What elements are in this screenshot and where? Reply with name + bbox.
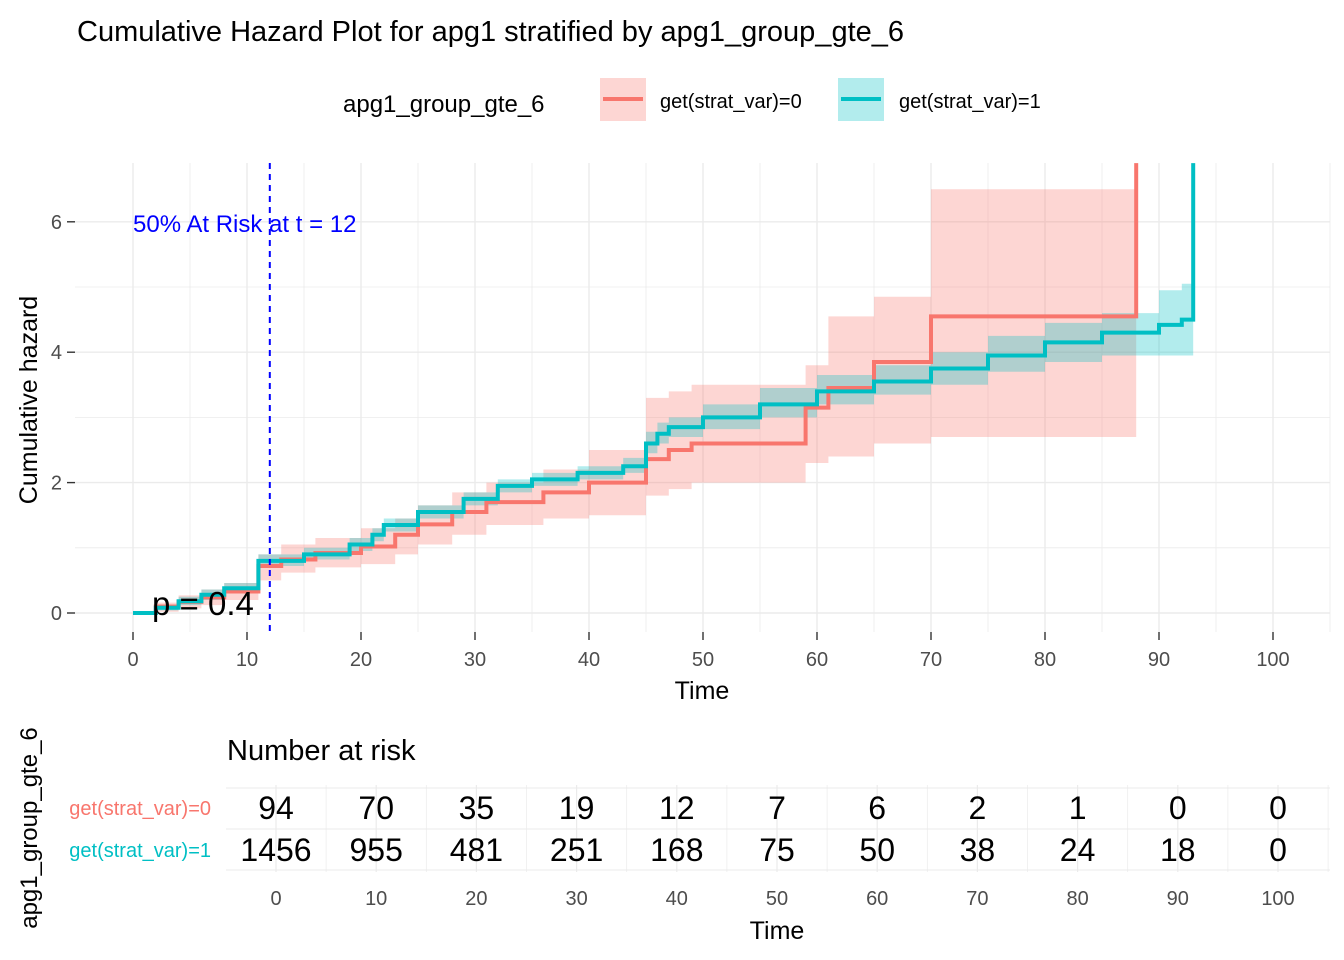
risk-x-tick-label: 100 <box>1261 888 1294 910</box>
y-tick-label: 4 <box>51 342 62 364</box>
legend: apg1_group_gte_6 get(strat_var)=0 get(st… <box>343 78 1041 121</box>
x-axis-label: Time <box>675 677 730 705</box>
hazard-lines <box>133 163 1196 615</box>
legend-entry-0: get(strat_var)=0 <box>600 78 802 121</box>
x-tick-label: 70 <box>920 649 942 671</box>
legend-entry-1: get(strat_var)=1 <box>838 78 1041 121</box>
risk-cell: 18 <box>1160 832 1196 868</box>
risk-cell: 50 <box>859 832 895 868</box>
x-tick-label: 50 <box>692 649 714 671</box>
confidence-band-1 <box>133 283 1194 613</box>
risk-cell: 38 <box>960 832 996 868</box>
x-tick-label: 60 <box>806 649 828 671</box>
confidence-band-0 <box>133 189 1137 613</box>
risk-cell: 24 <box>1060 832 1096 868</box>
x-tick-label: 90 <box>1148 649 1170 671</box>
x-tick-label: 30 <box>464 649 486 671</box>
risk-x-tick-label: 60 <box>866 888 888 910</box>
risk-cell: 251 <box>550 832 603 868</box>
risk-cell: 35 <box>459 790 495 826</box>
risk-x-tick-label: 50 <box>766 888 788 910</box>
x-tick-label: 40 <box>578 649 600 671</box>
risk-x-tick-label: 30 <box>565 888 587 910</box>
y-tick-label: 6 <box>51 212 62 234</box>
risk-cell: 168 <box>650 832 703 868</box>
risk-table-ticks: 0 10 20 30 40 50 60 70 80 90 100 <box>270 888 1294 910</box>
risk-cell: 75 <box>759 832 795 868</box>
y-axis-label: Cumulative hazard <box>15 296 43 504</box>
risk-cell: 1456 <box>240 832 311 868</box>
legend-label-0: get(strat_var)=0 <box>660 91 802 113</box>
risk-cell: 0 <box>1269 790 1287 826</box>
risk-x-tick-label: 40 <box>666 888 688 910</box>
risk-cell: 19 <box>559 790 595 826</box>
confidence-bands <box>133 189 1194 613</box>
risk-cell: 955 <box>350 832 403 868</box>
risk-table-x-label: Time <box>750 917 805 945</box>
risk-x-tick-label: 10 <box>365 888 387 910</box>
x-tick-label: 0 <box>127 649 138 671</box>
risk-table: Number at risk apg1_group_gte_6 get(stra… <box>16 727 1330 945</box>
chart-title: Cumulative Hazard Plot for apg1 stratifi… <box>77 16 904 48</box>
risk-cell: 7 <box>768 790 786 826</box>
x-tick-label: 20 <box>350 649 372 671</box>
risk-table-rows: get(strat_var)=0 94 70 35 19 12 7 6 2 1 0 0 get(stra… <box>69 790 1287 868</box>
x-tick-label: 80 <box>1034 649 1056 671</box>
risk-table-grid <box>226 785 1330 872</box>
risk-cell: 0 <box>1269 832 1287 868</box>
risk-x-tick-label: 90 <box>1167 888 1189 910</box>
hazard-plot: 0 10 20 30 40 50 60 70 80 90 100 0 2 4 6 50% At Risk a… <box>15 163 1331 705</box>
risk-row-label-1: get(strat_var)=1 <box>69 840 211 862</box>
risk-x-tick-label: 0 <box>270 888 281 910</box>
y-tick-label: 2 <box>51 473 62 495</box>
risk-table-title: Number at risk <box>227 735 416 767</box>
legend-title: apg1_group_gte_6 <box>343 91 545 118</box>
axis-ticks: 0 10 20 30 40 50 60 70 80 90 100 0 2 4 6 <box>51 212 1290 671</box>
x-tick-label: 10 <box>236 649 258 671</box>
hazard-line-1 <box>133 163 1196 615</box>
risk-x-tick-label: 80 <box>1066 888 1088 910</box>
risk-cell: 481 <box>450 832 503 868</box>
p-value-annotation: p = 0.4 <box>152 585 254 622</box>
risk-cell: 70 <box>358 790 394 826</box>
grid <box>75 163 1331 632</box>
risk-table-y-label: apg1_group_gte_6 <box>16 727 43 929</box>
y-tick-label: 0 <box>51 603 62 625</box>
risk-cell: 1 <box>1069 790 1087 826</box>
risk-x-tick-label: 20 <box>465 888 487 910</box>
median-annotation: 50% At Risk at t = 12 <box>133 211 356 238</box>
risk-cell: 12 <box>659 790 695 826</box>
risk-x-tick-label: 70 <box>966 888 988 910</box>
risk-row-label-0: get(strat_var)=0 <box>69 798 211 820</box>
x-tick-label: 100 <box>1256 649 1289 671</box>
risk-cell: 2 <box>969 790 987 826</box>
legend-label-1: get(strat_var)=1 <box>899 91 1041 113</box>
risk-cell: 0 <box>1169 790 1187 826</box>
risk-cell: 94 <box>258 790 294 826</box>
risk-cell: 6 <box>868 790 886 826</box>
